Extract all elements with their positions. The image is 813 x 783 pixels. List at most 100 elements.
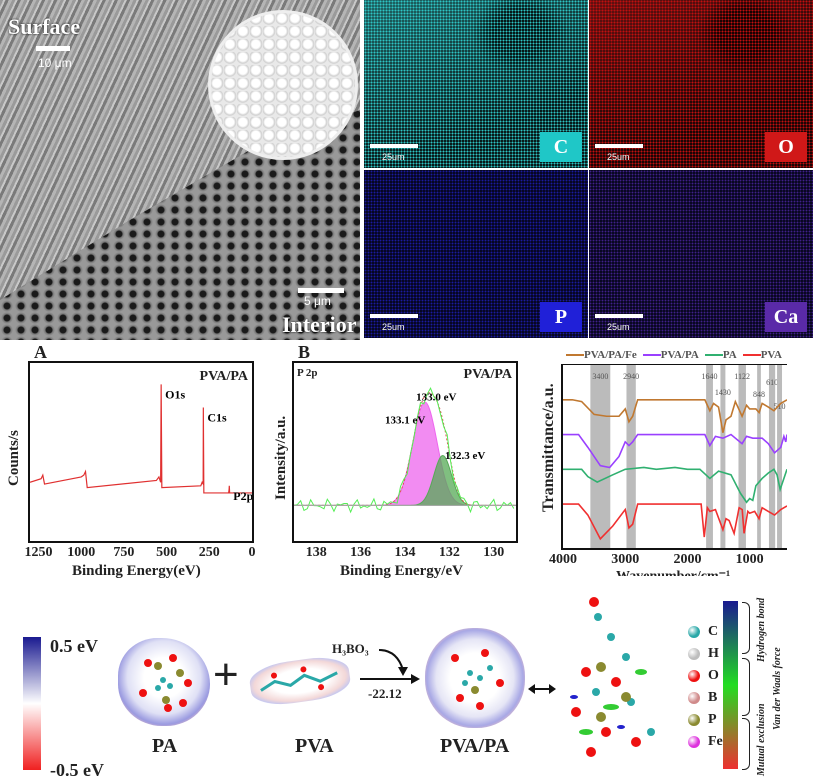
atom-label: H xyxy=(708,646,719,661)
legend-label: PVA xyxy=(760,349,782,361)
scale-label: 25um xyxy=(382,322,405,332)
atom-fe-icon xyxy=(688,736,700,748)
x-tick-label: 130 xyxy=(483,545,505,560)
band-610 xyxy=(768,365,776,548)
esp-max-label: 0.5 eV xyxy=(50,636,98,656)
band-label: 1122 xyxy=(734,372,750,381)
band-label: 848 xyxy=(753,390,765,399)
double-arrow xyxy=(528,684,556,694)
peak-annotation: O1s xyxy=(165,387,185,401)
x-tick-label: 750 xyxy=(113,545,135,560)
igm-colorbar xyxy=(723,601,738,769)
panel-label-a: A xyxy=(34,342,47,362)
peak-label: 133.0 eV xyxy=(416,391,456,403)
atom-label: B xyxy=(708,690,718,705)
pva-pa-molecule xyxy=(425,628,525,728)
scale-label: 5 μm xyxy=(304,294,331,308)
x-tick-label: 136 xyxy=(350,545,372,560)
band-label: 510 xyxy=(774,402,786,411)
atom-label: C xyxy=(708,624,719,639)
pva-structure xyxy=(260,666,338,692)
legend-item: PA xyxy=(704,349,737,361)
element-badge: P xyxy=(540,302,582,332)
atom-legend-item: H xyxy=(688,646,719,662)
scale-bar xyxy=(298,288,344,293)
atom-legend-item: P xyxy=(688,712,717,728)
pa-label: PA xyxy=(152,735,178,757)
pva-pa-label: PVA/PA xyxy=(440,735,510,757)
scale-label: 25um xyxy=(607,152,630,162)
surface-label: Surface xyxy=(8,14,81,39)
x-tick-label: 4000 xyxy=(549,552,577,567)
pva-molecule xyxy=(247,653,353,709)
chart-c-legend: PVA/PA/Fe PVA/PA PA PVA xyxy=(566,349,782,361)
chart-a-title: PVA/PA xyxy=(199,369,248,384)
igm-structure xyxy=(570,597,655,757)
survey-spectrum-line xyxy=(29,384,252,494)
atom-legend-item: O xyxy=(688,668,719,684)
raw-spectrum-line xyxy=(293,386,515,514)
atom-h-icon xyxy=(688,648,700,660)
x-tick-label: 132 xyxy=(438,545,460,560)
legend-swatch xyxy=(566,354,584,357)
binding-energy: -22.12 xyxy=(368,686,402,701)
band-label: 1640 xyxy=(702,372,718,381)
x-tick-label: 2000 xyxy=(673,552,702,567)
band-3400 xyxy=(590,365,611,548)
chart-c-frame: 3400 2940 1640 1430 1122 848 610 510 xyxy=(561,364,788,550)
band-848 xyxy=(757,365,761,548)
interior-label: Interior xyxy=(282,312,357,337)
atom-b-icon xyxy=(688,692,700,704)
series-pa xyxy=(563,466,788,504)
scale-bar xyxy=(595,314,643,318)
band-label: 2940 xyxy=(623,372,639,381)
scale-label: 25um xyxy=(607,322,630,332)
series-pva xyxy=(563,503,788,541)
sem-inset-photo xyxy=(208,10,358,160)
peak-annotation: C1s xyxy=(207,411,227,425)
band-1430 xyxy=(720,365,726,548)
atom-o-icon xyxy=(688,670,700,682)
series-pva-pa-fe xyxy=(563,398,788,433)
chart-b-xlabel: Binding Energy/eV xyxy=(340,563,463,579)
panel-label-b: B xyxy=(298,342,311,362)
series-pva-pa xyxy=(563,433,788,469)
reaction-arrow xyxy=(360,649,420,684)
pva-pa-structure xyxy=(451,649,504,710)
interaction-label: Mutual exclusion xyxy=(756,703,767,776)
atom-label: O xyxy=(708,668,719,683)
band-1640 xyxy=(706,365,713,548)
x-tick-label: 134 xyxy=(394,545,416,560)
peak-label: 132.3 eV xyxy=(445,450,485,462)
chart-b-title: PVA/PA xyxy=(463,367,512,382)
scale-label: 25um xyxy=(382,152,405,162)
chart-b-plot: 133.0 eV 133.1 eV 132.3 eV xyxy=(293,386,516,514)
legend-swatch xyxy=(704,354,723,357)
legend-swatch xyxy=(742,354,761,357)
esp-colorbar xyxy=(23,637,41,770)
atom-legend-item: B xyxy=(688,690,717,706)
scale-bar xyxy=(370,144,418,148)
chart-a-xlabel: Binding Energy(eV) xyxy=(72,563,201,579)
brace xyxy=(742,718,750,770)
x-tick-label: 250 xyxy=(198,545,220,560)
atom-c-icon xyxy=(688,626,700,638)
legend-label: PVA/PA/Fe xyxy=(584,349,637,361)
chart-a-plot: O1s C1s P2p xyxy=(29,384,254,503)
chart-b-subtitle: P 2p xyxy=(297,367,318,379)
band-label: 610 xyxy=(766,378,778,387)
x-tick-label: 1000 xyxy=(67,545,96,560)
chart-a-ylabel: Counts/s xyxy=(6,430,22,486)
element-badge: Ca xyxy=(765,302,807,332)
chart-b-frame: 133.0 eV 133.1 eV 132.3 eV PVA/PA P 2p xyxy=(292,361,518,543)
legend-item: PVA/PA xyxy=(642,349,699,361)
interaction-label: Hydrogen bond xyxy=(756,597,767,662)
chart-c-ylabel: Transmittance/a.u. xyxy=(540,383,557,512)
x-tick-label: 1250 xyxy=(24,545,53,560)
scale-label: 10 μm xyxy=(38,56,72,70)
legend-label: PA xyxy=(722,349,737,361)
band-510 xyxy=(777,365,783,548)
atom-p-icon xyxy=(688,714,700,726)
x-tick-label: 3000 xyxy=(611,552,640,567)
